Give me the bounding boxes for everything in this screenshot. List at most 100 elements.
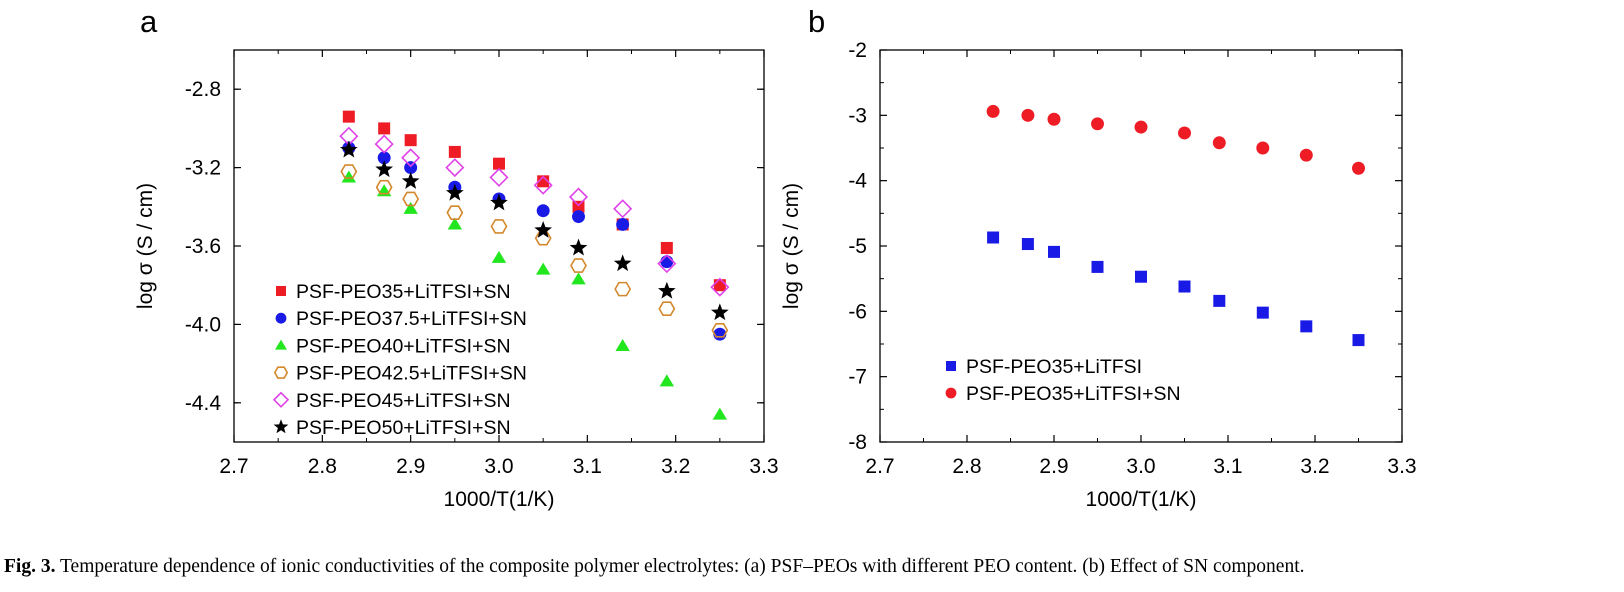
panel-a: 2.7 2.8 2.9 3.0 3.1 3.2 3.3 -2.8 -3.2 -3.6 -4.0 -4.… [134,4,779,511]
data-point [493,157,505,170]
data-point [536,204,550,218]
legend-marker [275,339,287,350]
y-tick-label: -8 [848,431,867,454]
data-point [342,110,355,123]
legend-label: PSF-PEO35+LiTFSI [966,356,1142,378]
data-point [1213,294,1226,307]
data-point [712,407,728,420]
data-point [710,303,729,321]
x-tick-label: 2.7 [865,455,894,478]
y-tick-label: -7 [848,366,867,389]
data-point [374,134,394,154]
y-tick-label: -2 [848,39,867,62]
data-point [401,172,420,189]
y-tick-label: -5 [848,235,867,258]
data-point [1352,334,1365,347]
data-point [659,374,675,387]
data-point [490,219,508,234]
data-point [1256,141,1270,155]
data-point [711,322,729,338]
data-point [375,160,394,178]
legend-label: PSF-PEO35+LiTFSI+SN [966,383,1181,405]
y-tick-label: -3 [848,104,867,127]
data-point [401,148,421,168]
y-tick-label: -3.2 [185,157,221,180]
data-point [1352,161,1365,175]
data-point [657,281,676,299]
x-tick-label: 3.1 [1213,455,1242,478]
data-point [1300,320,1313,333]
data-point [1178,126,1191,140]
series-5 [339,140,729,321]
data-point [572,200,585,213]
y-tick-label: -4.4 [185,392,222,415]
x-axis-title: 1000/T(1/K) [1086,488,1197,511]
x-tick-label: 3.0 [1126,455,1155,478]
data-point [448,145,461,158]
data-point [713,279,726,292]
data-point [1091,117,1104,131]
legend-label: PSF-PEO42.5+LiTFSI+SN [296,363,527,385]
data-point [1212,136,1226,150]
panel-label: b [808,4,825,39]
data-point [1091,260,1104,273]
data-point [491,250,507,263]
data-point [613,254,632,272]
data-point [1048,245,1060,258]
series-0 [987,231,1365,347]
data-point [537,175,550,188]
legend-label: PSF-PEO37.5+LiTFSI+SN [296,308,527,330]
y-axis-title: log σ (S / cm) [780,183,803,309]
data-point [568,187,589,207]
x-tick-label: 3.0 [484,455,513,478]
data-point [402,191,420,207]
data-point [613,199,633,219]
data-point [375,179,393,195]
x-tick-label: 2.7 [219,455,248,478]
x-tick-label: 3.3 [1387,455,1416,478]
data-point [1047,112,1061,126]
y-tick-label: -4.0 [185,313,221,336]
x-tick-label: 2.9 [396,455,425,478]
legend-marker [272,391,290,408]
data-point [1256,306,1269,319]
data-point [445,158,465,178]
x-tick-label: 3.2 [661,455,690,478]
x-tick-label: 2.8 [952,455,981,478]
x-tick-label: 3.2 [1300,455,1329,478]
data-point [403,201,418,214]
data-point [986,104,1000,118]
data-point [614,281,632,297]
data-point [490,193,508,211]
data-point [570,258,587,273]
data-point [1135,270,1147,283]
legend-marker [273,419,289,434]
data-point [404,134,417,147]
data-point [533,175,553,195]
data-point [378,122,391,135]
caption-text: Temperature dependence of ionic conducti… [60,556,1305,577]
y-tick-label: -2.8 [185,78,221,101]
x-tick-label: 3.1 [573,455,602,478]
data-point [658,301,676,317]
y-tick-label: -3.6 [185,235,221,258]
data-point [1299,148,1313,162]
data-point [535,262,551,275]
figure-caption: Fig. 3. Temperature dependence of ionic … [4,556,1624,578]
data-point [339,140,358,158]
data-point [572,210,585,224]
legend-label: PSF-PEO50+LiTFSI+SN [296,417,511,439]
data-point [377,151,391,165]
data-point [445,183,464,201]
x-axis-title: 1000/T(1/K) [444,488,555,511]
data-point [615,339,630,352]
series-1 [986,104,1365,175]
data-point [1021,238,1034,251]
data-point [1134,120,1148,134]
data-point [534,221,553,238]
y-axis-title: log σ (S / cm) [134,183,157,309]
data-point [571,272,586,285]
x-tick-label: 3.3 [749,455,778,478]
data-point [1021,108,1035,122]
legend-label: PSF-PEO40+LiTFSI+SN [296,335,511,357]
